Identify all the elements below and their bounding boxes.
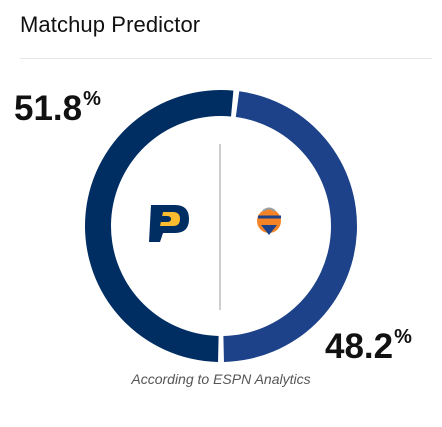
knicks-logo-icon xyxy=(257,207,281,235)
home-team-probability-arc xyxy=(84,89,234,362)
analytics-source-note: According to ESPN Analytics xyxy=(131,371,311,387)
away-team-probability-arc xyxy=(223,91,357,362)
home-win-probability-value: 51.8 xyxy=(14,89,83,128)
away-win-probability-value: 48.2 xyxy=(325,327,394,366)
home-percent-sign: % xyxy=(83,88,101,110)
away-win-probability: 48.2% xyxy=(325,326,412,366)
away-percent-sign: % xyxy=(394,326,412,348)
pacers-logo-icon xyxy=(149,205,189,242)
home-win-probability: 51.8% xyxy=(14,88,101,128)
title-divider xyxy=(20,58,432,59)
widget-title: Matchup Predictor xyxy=(20,12,201,37)
